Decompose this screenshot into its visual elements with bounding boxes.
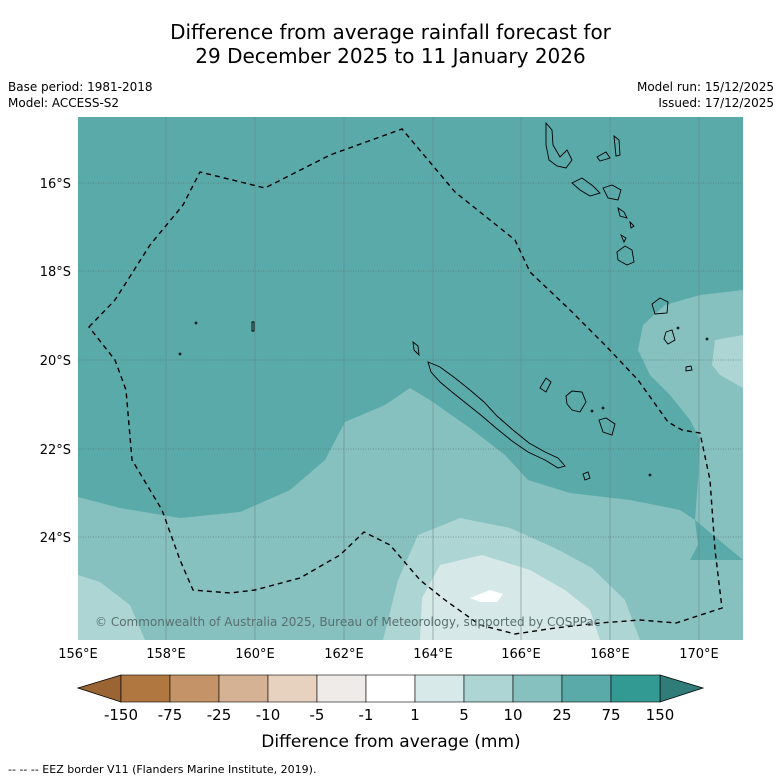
- map-credit: © Commonwealth of Australia 2025, Bureau…: [95, 615, 600, 629]
- lon-label: 158°E: [146, 647, 186, 662]
- contour-1-5-south: [78, 575, 145, 640]
- title-line-1: Difference from average rainfall forecas…: [170, 20, 611, 44]
- lon-label: 162°E: [324, 647, 364, 662]
- colorbar-segment: [120, 674, 171, 703]
- colorbar-segment: [316, 674, 367, 703]
- lat-label: 18°S: [40, 265, 71, 280]
- contour-near-average: [420, 555, 600, 640]
- lon-label: 168°E: [590, 647, 630, 662]
- colorbar-segment: [463, 674, 514, 703]
- lon-label: 156°E: [58, 647, 98, 662]
- vanuatu-islands: [545, 121, 676, 345]
- colorbar-tick-label: 5: [459, 706, 469, 724]
- lat-label: 24°S: [40, 531, 71, 546]
- base-period: Base period: 1981-2018: [8, 80, 153, 94]
- eez-border: [88, 128, 723, 635]
- model-name: Model: ACCESS-S2: [8, 96, 120, 110]
- lon-label: 164°E: [413, 647, 453, 662]
- colorbar-tick-label: 150: [646, 706, 675, 724]
- eez-legend: -- -- -- EEZ border V11 (Flanders Marine…: [8, 763, 317, 776]
- colorbar-tick-label: 25: [552, 706, 571, 724]
- colorbar-segment: [414, 674, 465, 703]
- lon-label: 170°E: [679, 647, 719, 662]
- lat-label: 20°S: [40, 354, 71, 369]
- lat-label: 22°S: [40, 443, 71, 458]
- colorbar-tick-label: 10: [503, 706, 522, 724]
- colorbar-tick-label: -5: [310, 706, 325, 724]
- map-gridlines: [165, 117, 700, 640]
- colorbar-tick-label: -25: [207, 706, 232, 724]
- colorbar-segment: [365, 674, 416, 703]
- contour-1-5-east: [712, 335, 743, 388]
- title-line-2: 29 December 2025 to 11 January 2026: [195, 44, 586, 68]
- lat-axis: 16°S 18°S 20°S 22°S 24°S: [40, 177, 71, 546]
- lat-label: 16°S: [40, 177, 71, 192]
- colorbar-tick-label: -75: [158, 706, 183, 724]
- colorbar-tick-label: -1: [359, 706, 374, 724]
- map-gridlines-lat: [78, 182, 743, 538]
- colorbar-segment: [610, 674, 661, 703]
- small-islands: [178, 321, 709, 372]
- colorbar-tick-label: -150: [104, 706, 138, 724]
- colorbar-extend-dry: [76, 674, 122, 703]
- colorbar: -150 -75 -25 -10 -5 -1 1 5 10 25 75 150 Difference …: [76, 674, 705, 752]
- colorbar-segment: [218, 674, 269, 703]
- colorbar-segment: [169, 674, 220, 703]
- colorbar-extend-wet: [659, 674, 705, 703]
- lon-axis: 156°E 158°E 160°E 162°E 164°E 166°E 168°…: [58, 647, 719, 662]
- colorbar-segment: [267, 674, 318, 703]
- new-caledonia: [412, 340, 652, 481]
- model-run: Model run: 15/12/2025: [636, 80, 774, 94]
- colorbar-tick-label: 1: [410, 706, 420, 724]
- issued-date: Issued: 17/12/2025: [658, 96, 774, 110]
- colorbar-tick-label: -10: [256, 706, 281, 724]
- colorbar-segment: [561, 674, 612, 703]
- colorbar-segment: [512, 674, 563, 703]
- colorbar-title: Difference from average (mm): [261, 732, 520, 752]
- contour-neutral: [470, 590, 503, 602]
- lon-label: 166°E: [501, 647, 541, 662]
- lon-label: 160°E: [235, 647, 275, 662]
- rainfall-map: © Commonwealth of Australia 2025, Bureau…: [78, 117, 743, 640]
- colorbar-tick-label: 75: [601, 706, 620, 724]
